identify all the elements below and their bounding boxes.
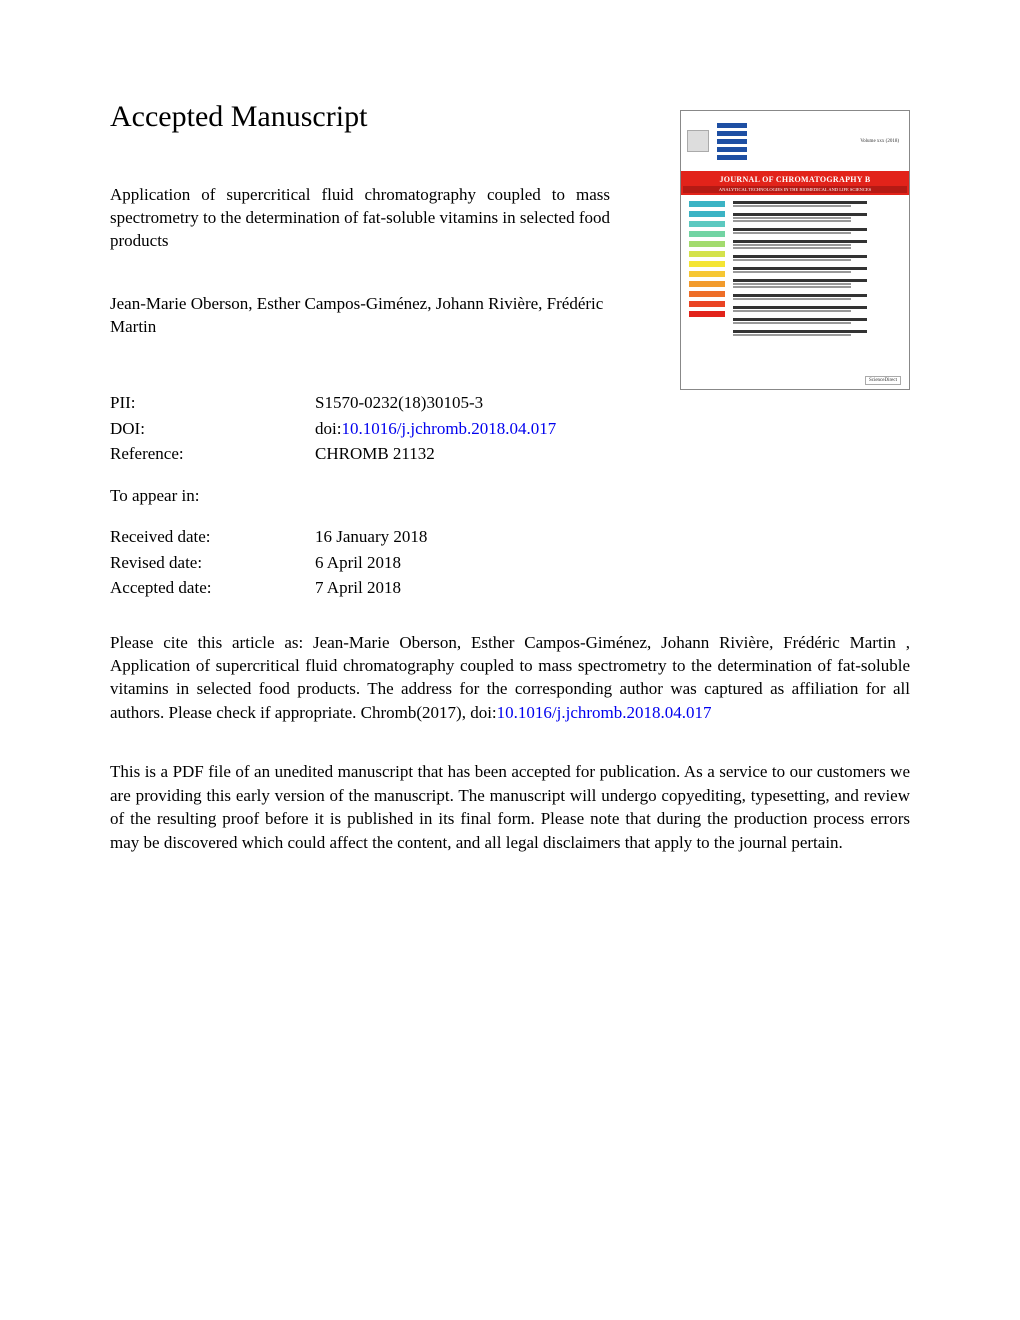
doi-value: doi:10.1016/j.jchromb.2018.04.017 xyxy=(315,416,910,442)
accepted-manuscript-heading: Accepted Manuscript xyxy=(110,100,610,134)
cover-title-band: JOURNAL OF CHROMATOGRAPHY B ANALYTICAL T… xyxy=(681,171,909,195)
cover-journal-subtitle: ANALYTICAL TECHNOLOGIES IN THE BIOMEDICA… xyxy=(683,186,907,193)
citation-paragraph: Please cite this article as: Jean-Marie … xyxy=(110,631,910,725)
spectrum-bar xyxy=(689,211,725,217)
cover-footer-label: ScienceDirect xyxy=(865,376,901,385)
spectrum-bar xyxy=(689,301,725,307)
article-title: Application of supercritical fluid chrom… xyxy=(110,184,610,253)
received-value: 16 January 2018 xyxy=(315,524,910,550)
doi-label: DOI: xyxy=(110,416,315,442)
accepted-value: 7 April 2018 xyxy=(315,575,910,601)
spectrum-bar xyxy=(689,271,725,277)
revised-value: 6 April 2018 xyxy=(315,550,910,576)
spectrum-bar xyxy=(689,241,725,247)
accepted-label: Accepted date: xyxy=(110,575,315,601)
pii-label: PII: xyxy=(110,390,315,416)
spectrum-bar xyxy=(689,221,725,227)
authors-list: Jean-Marie Oberson, Esther Campos-Giméne… xyxy=(110,293,610,339)
received-label: Received date: xyxy=(110,524,315,550)
to-appear-label: To appear in: xyxy=(110,483,315,509)
to-appear-value xyxy=(315,483,910,509)
spectrum-bar xyxy=(689,311,725,317)
reference-label: Reference: xyxy=(110,441,315,467)
cover-body xyxy=(681,195,909,343)
elsevier-logo-icon xyxy=(687,130,709,152)
journal-cover-thumbnail: Volume xxx (2018) JOURNAL OF CHROMATOGRA… xyxy=(680,110,910,390)
revised-label: Revised date: xyxy=(110,550,315,576)
spectrum-bar xyxy=(689,251,725,257)
cover-spectrum-bars xyxy=(689,201,725,339)
spectrum-bar xyxy=(689,261,725,267)
cover-header: Volume xxx (2018) xyxy=(681,111,909,171)
pii-value: S1570-0232(18)30105-3 xyxy=(315,390,910,416)
spectrum-bar xyxy=(689,281,725,287)
spectrum-bar xyxy=(689,291,725,297)
disclaimer-paragraph: This is a PDF file of an unedited manusc… xyxy=(110,760,910,854)
spectrum-bar xyxy=(689,231,725,237)
citation-doi-link[interactable]: 10.1016/j.jchromb.2018.04.017 xyxy=(497,703,712,722)
doi-link[interactable]: 10.1016/j.jchromb.2018.04.017 xyxy=(341,419,556,438)
manuscript-metadata-table: PII: S1570-0232(18)30105-3 DOI: doi:10.1… xyxy=(110,390,910,601)
spectrum-bar xyxy=(689,201,725,207)
cover-journal-title: JOURNAL OF CHROMATOGRAPHY B xyxy=(683,175,907,184)
cover-header-bars xyxy=(717,123,747,160)
cover-toc xyxy=(733,201,901,339)
reference-value: CHROMB 21132 xyxy=(315,441,910,467)
doi-prefix: doi: xyxy=(315,419,341,438)
cover-issue-info: Volume xxx (2018) xyxy=(860,139,903,144)
